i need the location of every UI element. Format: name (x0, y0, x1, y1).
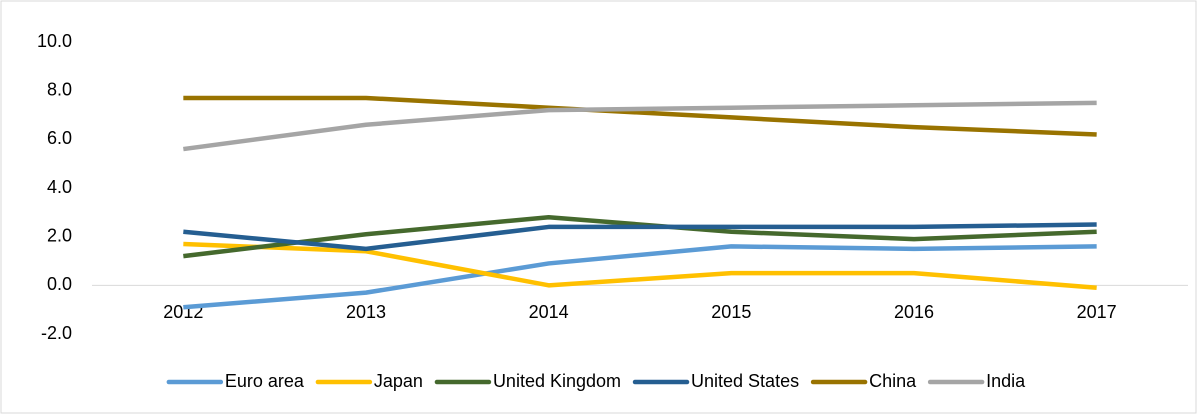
y-tick-label: 10.0 (37, 31, 72, 51)
x-tick-label: 2014 (529, 302, 569, 322)
y-tick-label: 2.0 (47, 225, 72, 245)
y-tick-label: 0.0 (47, 274, 72, 294)
x-tick-label: 2017 (1077, 302, 1117, 322)
legend-label: China (869, 371, 917, 391)
legend-label: Japan (374, 371, 423, 391)
y-tick-label: 8.0 (47, 79, 72, 99)
legend-label: India (986, 371, 1026, 391)
legend-label: United States (691, 371, 799, 391)
x-tick-label: 2016 (894, 302, 934, 322)
x-tick-label: 2015 (711, 302, 751, 322)
x-tick-label: 2013 (346, 302, 386, 322)
series-line (183, 95, 1097, 137)
series-line (183, 241, 1097, 291)
series-line (183, 244, 1097, 310)
series-line (183, 214, 1097, 259)
legend-label: Euro area (225, 371, 305, 391)
y-tick-label: 6.0 (47, 128, 72, 148)
series-line (183, 100, 1097, 152)
series-line (183, 222, 1097, 252)
legend-label: United Kingdom (493, 371, 621, 391)
y-tick-label: -2.0 (41, 323, 72, 343)
y-tick-label: 4.0 (47, 177, 72, 197)
